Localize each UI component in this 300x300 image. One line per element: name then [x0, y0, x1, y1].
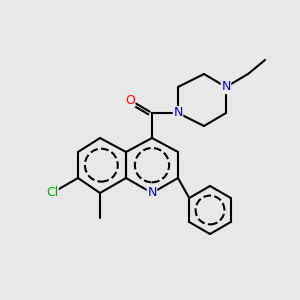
Text: N: N — [173, 106, 183, 119]
Text: N: N — [221, 80, 231, 94]
Text: O: O — [125, 94, 135, 106]
Text: N: N — [147, 187, 157, 200]
Text: Cl: Cl — [46, 187, 58, 200]
